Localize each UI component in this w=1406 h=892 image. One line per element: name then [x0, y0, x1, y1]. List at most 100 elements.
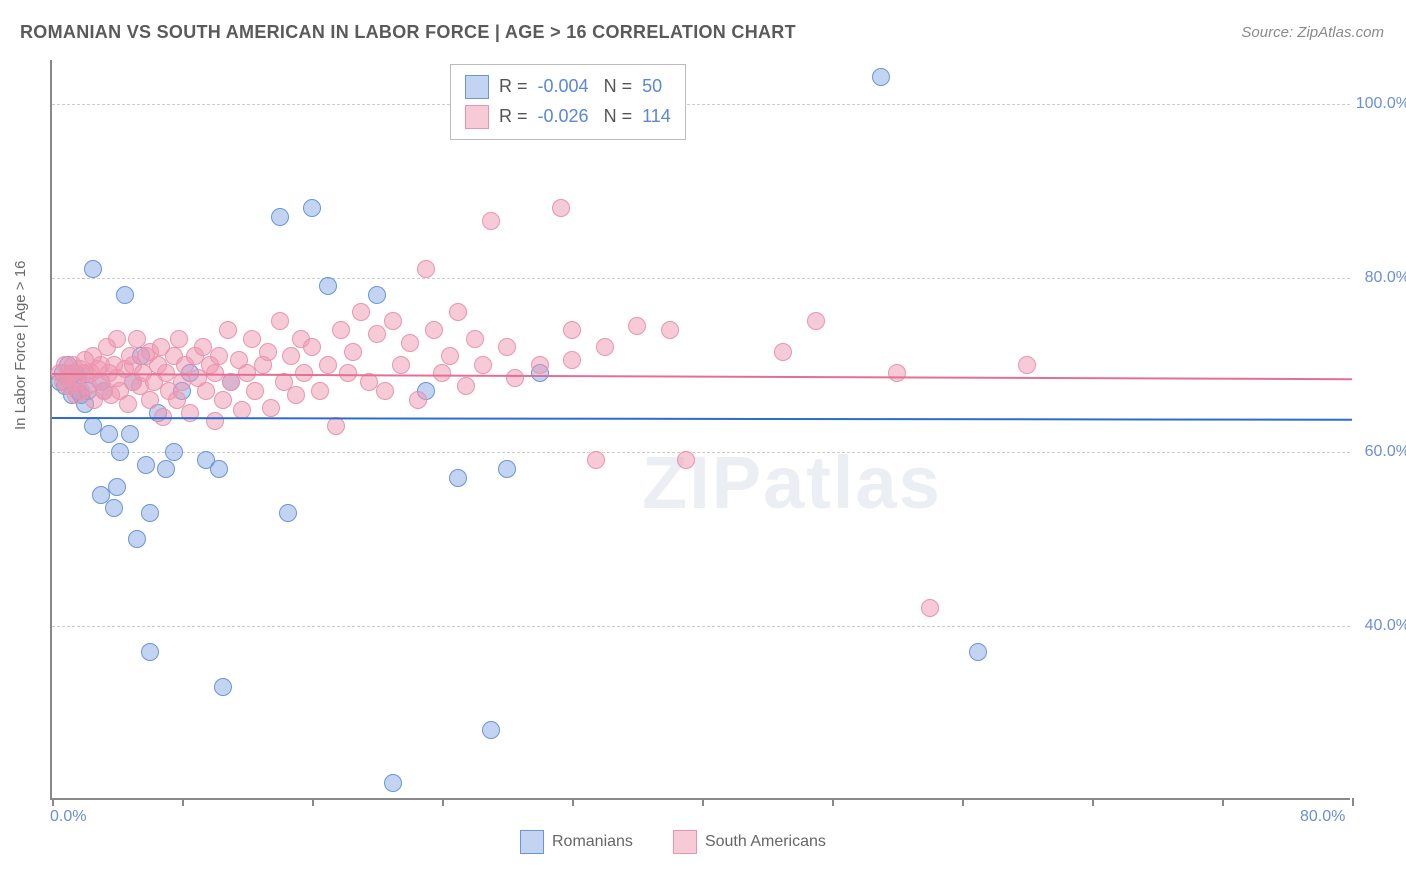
data-point: [774, 343, 792, 361]
legend-label: Romanians: [552, 833, 633, 850]
data-point: [425, 321, 443, 339]
source-link[interactable]: ZipAtlas.com: [1297, 24, 1384, 41]
y-axis-label: In Labor Force | Age > 16: [12, 261, 29, 430]
data-point: [141, 391, 159, 409]
data-point: [368, 325, 386, 343]
data-point: [311, 382, 329, 400]
chart-container: ROMANIAN VS SOUTH AMERICAN IN LABOR FORC…: [0, 0, 1406, 892]
x-tick: [702, 798, 704, 806]
data-point: [279, 504, 297, 522]
x-tick: [1092, 798, 1094, 806]
data-point: [84, 417, 102, 435]
data-point: [677, 451, 695, 469]
data-point: [141, 504, 159, 522]
data-point: [392, 356, 410, 374]
data-point: [352, 303, 370, 321]
data-point: [108, 330, 126, 348]
gridline-horizontal: [52, 452, 1350, 453]
data-point: [121, 425, 139, 443]
data-point: [197, 382, 215, 400]
data-point: [219, 321, 237, 339]
data-point: [210, 347, 228, 365]
data-point: [100, 425, 118, 443]
data-point: [141, 643, 159, 661]
data-point: [872, 68, 890, 86]
data-point: [303, 199, 321, 217]
data-point: [1018, 356, 1036, 374]
x-tick: [442, 798, 444, 806]
data-point: [214, 391, 232, 409]
data-point: [206, 412, 224, 430]
y-tick-label: 100.0%: [1355, 95, 1406, 113]
data-point: [119, 395, 137, 413]
data-point: [259, 343, 277, 361]
data-point: [319, 356, 337, 374]
legend-item: Romanians: [520, 830, 633, 854]
data-point: [319, 277, 337, 295]
data-point: [587, 451, 605, 469]
data-point: [441, 347, 459, 365]
data-point: [449, 303, 467, 321]
data-point: [344, 343, 362, 361]
data-point: [531, 356, 549, 374]
legend-item: South Americans: [673, 830, 826, 854]
data-point: [105, 499, 123, 517]
x-tick: [312, 798, 314, 806]
data-point: [173, 373, 191, 391]
data-point: [271, 208, 289, 226]
data-point: [368, 286, 386, 304]
stat-swatch: [465, 105, 489, 129]
data-point: [243, 330, 261, 348]
data-point: [409, 391, 427, 409]
x-tick: [1352, 798, 1354, 806]
data-point: [482, 721, 500, 739]
x-tick: [182, 798, 184, 806]
data-point: [563, 321, 581, 339]
legend-label: South Americans: [705, 833, 826, 850]
data-point: [214, 678, 232, 696]
data-point: [108, 478, 126, 496]
stat-n-value: 50: [642, 76, 662, 96]
gridline-horizontal: [52, 104, 1350, 105]
data-point: [384, 312, 402, 330]
data-point: [111, 443, 129, 461]
data-point: [303, 338, 321, 356]
y-tick-label: 40.0%: [1355, 617, 1406, 635]
stat-r-value: -0.026: [538, 106, 589, 126]
source-prefix: Source:: [1241, 24, 1297, 41]
y-tick-label: 60.0%: [1355, 443, 1406, 461]
data-point: [457, 377, 475, 395]
data-point: [165, 443, 183, 461]
data-point: [384, 774, 402, 792]
data-point: [482, 212, 500, 230]
data-point: [552, 199, 570, 217]
data-point: [194, 338, 212, 356]
data-point: [222, 373, 240, 391]
data-point: [128, 530, 146, 548]
legend-bottom: Romanians South Americans: [520, 830, 826, 854]
gridline-horizontal: [52, 278, 1350, 279]
data-point: [282, 347, 300, 365]
data-point: [287, 386, 305, 404]
data-point: [84, 260, 102, 278]
data-point: [401, 334, 419, 352]
data-point: [506, 369, 524, 387]
data-point: [246, 382, 264, 400]
legend-swatch: [520, 830, 544, 854]
stat-swatch: [465, 75, 489, 99]
data-point: [563, 351, 581, 369]
data-point: [807, 312, 825, 330]
data-point: [498, 460, 516, 478]
data-point: [433, 364, 451, 382]
x-tick: [52, 798, 54, 806]
data-point: [596, 338, 614, 356]
x-tick: [1222, 798, 1224, 806]
x-tick: [832, 798, 834, 806]
data-point: [628, 317, 646, 335]
data-point: [417, 260, 435, 278]
data-point: [466, 330, 484, 348]
legend-swatch: [673, 830, 697, 854]
stat-r-value: -0.004: [538, 76, 589, 96]
data-point: [969, 643, 987, 661]
x-tick: [572, 798, 574, 806]
